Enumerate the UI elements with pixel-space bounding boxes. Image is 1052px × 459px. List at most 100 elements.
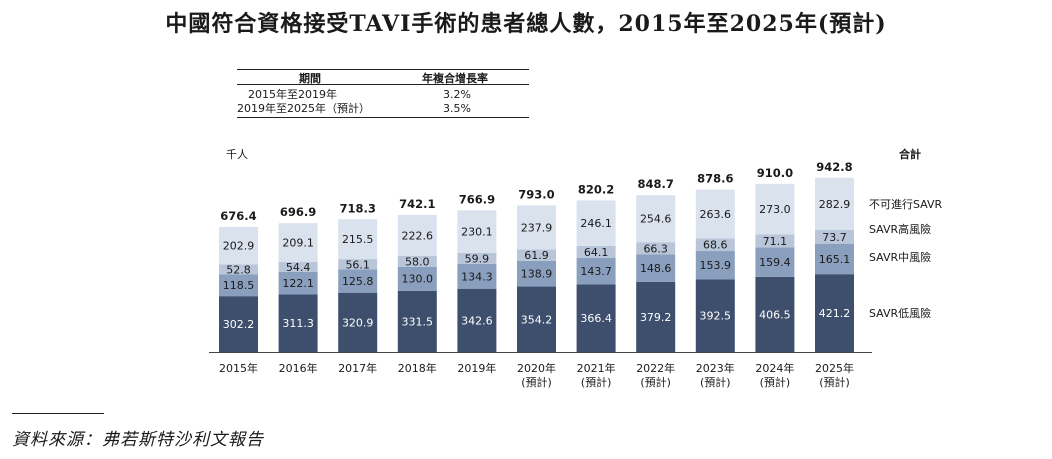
x-tick-label: 2022年 — [636, 361, 675, 375]
bar-segment — [278, 261, 318, 272]
legend-label: 不可進行SAVR — [869, 198, 943, 211]
data-label: 406.5 — [759, 308, 791, 321]
x-tick-label: 2023年 — [696, 361, 735, 375]
total-label: 696.9 — [280, 205, 316, 219]
bar-segment — [636, 281, 676, 352]
bar-segment — [278, 294, 318, 352]
data-label: 52.8 — [226, 263, 251, 276]
bar-segment — [517, 260, 556, 287]
bar-segment — [219, 227, 258, 265]
bar-segment — [397, 266, 437, 291]
totals-legend-label: 合計 — [899, 147, 921, 161]
cagr-rate-1: 3.2% — [443, 88, 471, 101]
data-label: 159.4 — [759, 256, 791, 269]
total-label: 942.8 — [816, 160, 852, 174]
x-tick-sublabel: (預計) — [521, 375, 552, 389]
bar-segment — [755, 247, 795, 277]
x-tick-label: 2025年 — [815, 361, 854, 375]
data-label: 59.9 — [465, 252, 490, 265]
cagr-rule-bottom — [237, 117, 529, 118]
data-label: 237.9 — [521, 221, 553, 234]
bar-segment — [576, 200, 616, 246]
cagr-header-rate: 年複合增長率 — [422, 72, 488, 85]
bar-segment — [576, 257, 616, 285]
bar-segment — [576, 284, 616, 352]
x-tick-label: 2021年 — [577, 361, 616, 375]
data-label: 66.3 — [643, 242, 668, 255]
x-tick-sublabel: (預計) — [640, 375, 671, 389]
data-label: 263.6 — [700, 208, 732, 221]
x-tick-sublabel: (預計) — [581, 375, 612, 389]
legend-label: SAVR低風險 — [869, 306, 931, 320]
data-label: 379.2 — [640, 311, 672, 324]
data-label: 421.2 — [819, 307, 851, 320]
data-label: 209.1 — [282, 237, 314, 250]
data-label: 118.5 — [223, 279, 255, 292]
data-label: 122.1 — [282, 277, 314, 290]
x-tick-label: 2015年 — [219, 361, 258, 375]
x-tick-label: 2020年 — [517, 361, 556, 375]
bar-segment — [338, 219, 378, 260]
source-rule — [12, 413, 104, 414]
data-label: 138.9 — [521, 268, 553, 281]
x-tick-label: 2019年 — [457, 361, 496, 375]
bar-segment — [219, 274, 258, 297]
bar-segment — [219, 264, 258, 275]
bar-segment — [815, 230, 854, 244]
bar-segment — [755, 183, 795, 235]
x-tick-label: 2017年 — [338, 361, 377, 375]
data-label: 148.6 — [640, 262, 672, 275]
data-label: 320.9 — [342, 316, 374, 329]
total-label: 910.0 — [757, 166, 793, 180]
data-label: 254.6 — [640, 213, 672, 226]
bar-segment — [636, 195, 676, 243]
bar-segment — [755, 234, 795, 248]
bar-segment — [457, 263, 497, 289]
total-label: 676.4 — [220, 209, 256, 223]
bar-segment — [695, 238, 735, 252]
x-tick-label: 2024年 — [755, 361, 794, 375]
data-label: 61.9 — [524, 249, 549, 262]
bar-segment — [695, 279, 735, 352]
cagr-header-period: 期間 — [299, 72, 321, 85]
bar-segment — [397, 290, 437, 352]
data-label: 311.3 — [282, 317, 314, 330]
data-label: 273.0 — [759, 203, 791, 216]
total-label: 820.2 — [578, 182, 614, 196]
x-tick-sublabel: (預計) — [760, 375, 791, 389]
data-label: 68.6 — [703, 239, 728, 252]
cagr-rate-2: 3.5% — [443, 102, 471, 115]
data-label: 71.1 — [763, 235, 788, 248]
bar-segment — [517, 286, 556, 352]
data-label: 215.5 — [342, 233, 374, 246]
x-tick-label: 2016年 — [279, 361, 318, 375]
total-label: 718.3 — [340, 201, 376, 215]
source-note: 資料來源：弗若斯特沙利文報告 — [12, 430, 264, 450]
total-label: 742.1 — [399, 197, 435, 211]
bar-segment — [278, 223, 318, 262]
data-label: 331.5 — [402, 315, 434, 328]
bar-segment — [457, 210, 497, 253]
total-label: 848.7 — [638, 177, 674, 191]
data-label: 153.9 — [700, 259, 732, 272]
data-label: 246.1 — [580, 217, 612, 230]
cagr-period-2: 2019年至2025年（預計） — [237, 102, 370, 115]
data-label: 73.7 — [822, 231, 847, 244]
unit-label: 千人 — [226, 148, 248, 161]
legend-label: SAVR高風險 — [869, 222, 931, 236]
cagr-rule-top — [237, 69, 529, 70]
data-label: 230.1 — [461, 226, 493, 239]
data-label: 130.0 — [402, 273, 434, 286]
data-label: 58.0 — [405, 255, 430, 268]
data-label: 125.8 — [342, 275, 374, 288]
data-label: 64.1 — [584, 246, 609, 259]
total-label: 766.9 — [459, 192, 495, 206]
bar-segment — [815, 177, 854, 231]
cagr-rule-mid — [237, 84, 529, 85]
bar-segment — [576, 245, 616, 258]
total-label: 878.6 — [697, 172, 733, 186]
bar-segment — [517, 249, 556, 261]
bar-segment — [755, 276, 795, 352]
x-tick-sublabel: (預計) — [819, 375, 850, 389]
